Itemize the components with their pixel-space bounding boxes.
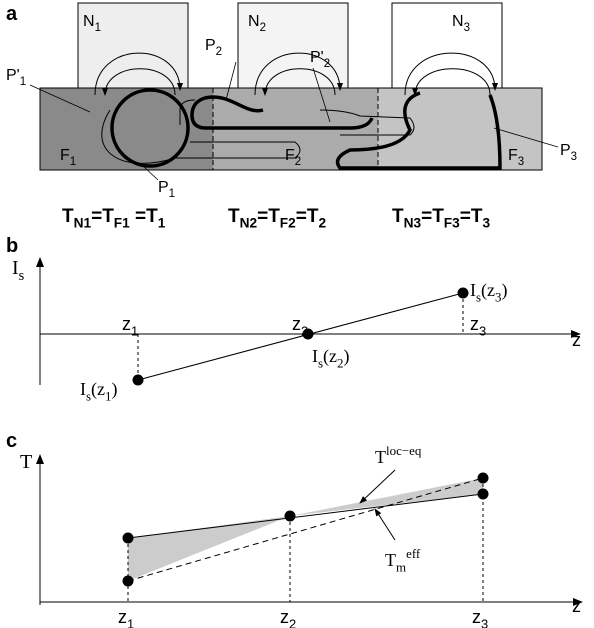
text-part: P: [560, 142, 571, 159]
text-part: T: [385, 550, 396, 570]
subscript: F3: [444, 216, 460, 231]
text-part: (z: [481, 280, 495, 301]
panel-label: c: [6, 430, 17, 452]
subscript: s: [19, 268, 25, 284]
curve-label: Tmeff: [385, 546, 421, 575]
axis-label: Is: [12, 257, 25, 284]
text-part: ): [344, 346, 350, 367]
text-part: =T: [421, 206, 444, 227]
axis-label: T: [20, 451, 32, 473]
text-part: z: [118, 607, 127, 627]
text-part: N: [248, 13, 260, 30]
subscript: 2: [216, 46, 222, 58]
tick-label: z2: [280, 607, 296, 628]
path-label: P2: [205, 37, 222, 58]
text-part: P': [310, 49, 324, 66]
subscript: 3: [518, 156, 524, 168]
subscript: 3: [481, 616, 488, 628]
text-part: =T: [296, 206, 319, 227]
tick-label: z1: [118, 607, 134, 628]
subscript: 2: [301, 323, 308, 338]
tick-label: z2: [292, 314, 308, 338]
text-part: z: [470, 314, 479, 334]
tick-label: z3: [472, 607, 488, 628]
subscript: 1: [20, 76, 26, 88]
subscript: m: [396, 559, 406, 574]
point-label: Is(z2): [312, 346, 350, 370]
text-part: F: [285, 147, 295, 164]
subscript: N1: [74, 216, 92, 231]
text-part: z: [572, 596, 581, 616]
subscript: N3: [404, 216, 422, 231]
text-part: ): [502, 280, 508, 301]
subscript: 1: [131, 323, 138, 338]
panel-label: a: [6, 3, 18, 25]
text-part: =T: [460, 206, 483, 227]
subscript: 2: [260, 22, 266, 34]
text-part: z: [572, 330, 581, 350]
panel-label: b: [6, 235, 18, 257]
text-part: z: [292, 314, 301, 334]
text-part: =T: [91, 206, 114, 227]
text-part: P: [205, 37, 216, 54]
figure: aN1N2N3F1F2F3P1P'1P2P'2P3TN1=TF1 =T1TN2=…: [0, 0, 594, 628]
subscript: 1: [169, 188, 175, 200]
subscript: 1: [127, 616, 134, 628]
path-label: P3: [560, 142, 577, 163]
subscript: 1: [70, 156, 76, 168]
text-part: I: [12, 257, 19, 279]
tick-label: z3: [470, 314, 486, 338]
subscript: 2: [324, 58, 330, 70]
axis-label: z: [572, 330, 581, 350]
text-part: N: [452, 13, 464, 30]
tick-label: z1: [122, 314, 138, 338]
path-label: P1: [158, 179, 175, 200]
subscript: 1: [95, 22, 101, 34]
text-part: P: [158, 179, 169, 196]
equation: TN1=TF1 =T1: [62, 206, 166, 231]
text-part: z: [122, 314, 131, 334]
subscript: 2: [318, 216, 326, 231]
equation: TN2=TF2=T2: [228, 206, 326, 231]
text-part: F: [508, 147, 518, 164]
text-part: (z: [91, 379, 105, 400]
subscript: 3: [479, 323, 486, 338]
supscript: loc−eq: [386, 443, 422, 458]
text-part: (z: [323, 346, 337, 367]
text-part: T: [375, 447, 386, 467]
path-label: P'1: [6, 67, 26, 88]
subscript: N2: [240, 216, 258, 231]
text-part: T: [20, 451, 32, 473]
text-part: T: [62, 206, 74, 227]
text-part: z: [280, 607, 289, 627]
axis-label: z: [572, 596, 581, 616]
subscript: F2: [280, 216, 296, 231]
subscript: 3: [464, 22, 470, 34]
subscript: 1: [158, 216, 166, 231]
text-part: F: [60, 147, 70, 164]
supscript: eff: [406, 546, 421, 561]
point-label: Is(z3): [470, 280, 508, 304]
subscript: 3: [571, 151, 577, 163]
subscript: 2: [289, 616, 296, 628]
subscript: 3: [482, 216, 490, 231]
text-part: T: [392, 206, 404, 227]
text-part: z: [472, 607, 481, 627]
text-part: P': [6, 67, 20, 84]
panel-b-drawing: [40, 258, 580, 385]
text-part: ): [112, 379, 118, 400]
text-part: T: [228, 206, 240, 227]
subscript: 2: [295, 156, 301, 168]
curve-label: Tloc−eq: [375, 443, 422, 467]
equation: TN3=TF3=T3: [392, 206, 490, 231]
text-part: =T: [130, 206, 158, 227]
subscript: F1: [114, 216, 130, 231]
text-part: N: [83, 13, 95, 30]
text-part: =T: [257, 206, 280, 227]
point-label: Is(z1): [80, 379, 118, 403]
panel-c-drawing: [40, 455, 582, 605]
